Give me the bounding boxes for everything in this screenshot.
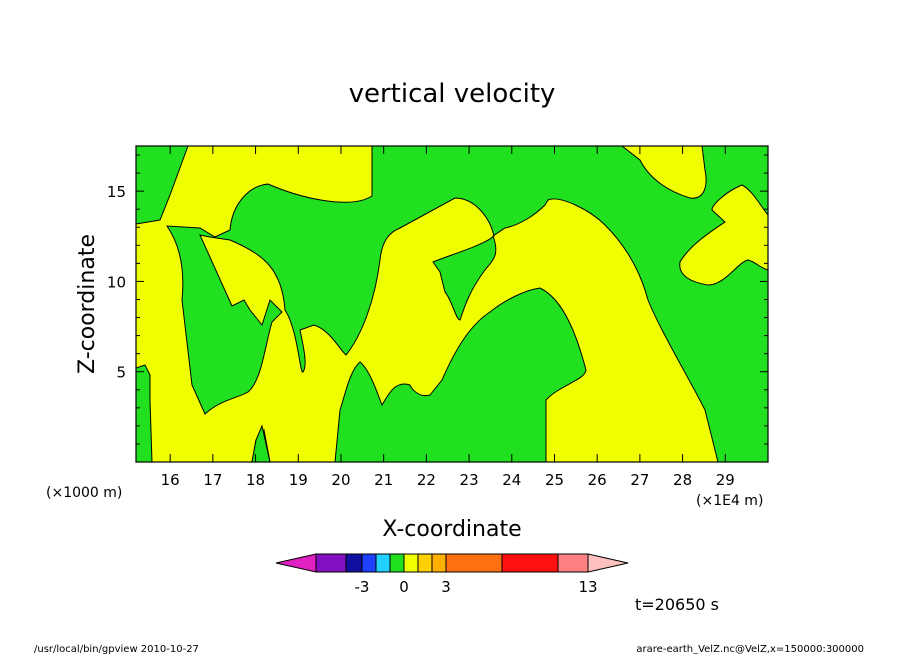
x-tick-label: 29 xyxy=(716,471,735,489)
colorbar-tick-label: -3 xyxy=(355,578,370,596)
colorbar-segment xyxy=(431,553,447,573)
y-axis: 5 10 15 xyxy=(107,154,768,445)
footer-left: /usr/local/bin/gpview 2010-10-27 xyxy=(34,644,199,654)
colorbar-segment xyxy=(501,553,559,573)
colorbar-segment xyxy=(315,553,347,573)
colorbar: -3 0 3 13 xyxy=(275,553,629,596)
x-tick-label: 28 xyxy=(673,471,692,489)
x-axis: 16 17 18 19 20 21 22 23 24 25 26 27 28 29 xyxy=(161,146,735,489)
colorbar-segment xyxy=(403,553,419,573)
x-tick-label: 19 xyxy=(289,471,308,489)
colorbar-segment xyxy=(587,553,629,573)
x-unit-right: (×1E4 m) xyxy=(696,493,763,509)
x-tick-label: 27 xyxy=(630,471,649,489)
x-tick-label: 21 xyxy=(374,471,393,489)
colorbar-segment xyxy=(557,553,589,573)
x-tick-label: 23 xyxy=(460,471,479,489)
colorbar-tick-label: 13 xyxy=(578,578,597,596)
colorbar-segment xyxy=(361,553,377,573)
y-tick-label: 15 xyxy=(107,183,126,201)
x-tick-label: 20 xyxy=(331,471,350,489)
colorbar-segment xyxy=(375,553,391,573)
x-tick-label: 16 xyxy=(161,471,180,489)
x-tick-label: 24 xyxy=(502,471,521,489)
plot-frame xyxy=(135,145,769,463)
plot-area xyxy=(136,146,768,462)
x-tick-label: 22 xyxy=(417,471,436,489)
y-tick-label: 10 xyxy=(107,273,126,291)
colorbar-segment xyxy=(417,553,433,573)
positive-region-right xyxy=(679,184,768,286)
x-tick-label: 17 xyxy=(203,471,222,489)
x-unit-left: (×1000 m) xyxy=(46,485,122,501)
colorbar-segment xyxy=(275,553,317,573)
x-axis-label: X-coordinate xyxy=(382,517,521,542)
y-axis-label: Z-coordinate xyxy=(75,234,100,374)
x-tick-label: 18 xyxy=(246,471,265,489)
time-label: t=20650 s xyxy=(635,595,719,614)
colorbar-segment xyxy=(389,553,405,573)
colorbar-segment xyxy=(345,553,363,573)
colorbar-tick-label: 0 xyxy=(399,578,409,596)
colorbar-segment xyxy=(445,553,503,573)
chart-title: vertical velocity xyxy=(349,79,556,109)
positive-region-upper-right xyxy=(621,146,707,199)
negative-region-lower-left-spike xyxy=(251,424,271,462)
footer-right: arare-earth_VelZ.nc@VelZ,x=150000:300000 xyxy=(636,644,864,654)
y-tick-label: 5 xyxy=(116,364,126,382)
positive-region-main xyxy=(136,146,719,462)
colorbar-tick-label: 3 xyxy=(441,578,451,596)
x-tick-label: 25 xyxy=(545,471,564,489)
x-tick-label: 26 xyxy=(588,471,607,489)
